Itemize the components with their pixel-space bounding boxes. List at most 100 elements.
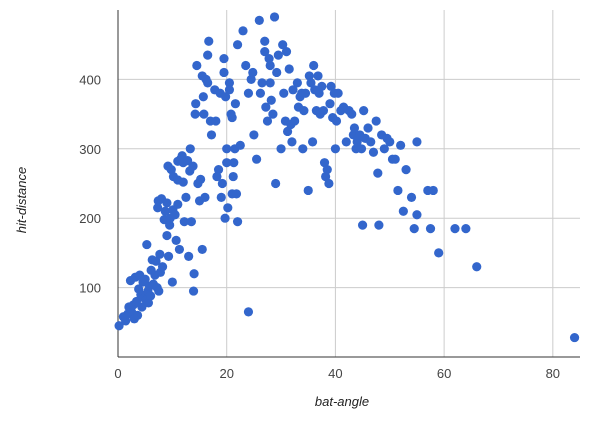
data-point	[264, 53, 274, 64]
data-point	[396, 140, 406, 150]
data-point	[184, 251, 194, 261]
data-point	[472, 262, 482, 272]
data-point	[325, 99, 335, 109]
y-axis-title: hit-distance	[14, 167, 29, 233]
data-point	[276, 144, 286, 154]
data-point	[213, 165, 224, 175]
data-point	[379, 144, 389, 154]
data-point	[121, 316, 131, 326]
data-point	[216, 192, 226, 202]
data-point	[279, 88, 289, 98]
data-point	[262, 116, 273, 126]
data-point	[266, 95, 276, 105]
data-point-layer	[114, 12, 580, 343]
data-point	[140, 274, 150, 284]
data-point	[223, 203, 233, 213]
data-point	[434, 248, 444, 258]
data-point	[198, 92, 208, 102]
x-axis-title: bat-angle	[315, 394, 369, 409]
data-point	[278, 40, 288, 50]
data-point	[153, 203, 163, 213]
data-point	[461, 224, 471, 234]
data-point	[268, 109, 278, 119]
y-tick-label: 100	[79, 281, 101, 296]
data-point	[299, 106, 309, 116]
data-point	[406, 192, 417, 202]
data-point	[450, 224, 460, 234]
data-point	[326, 81, 336, 91]
data-point	[359, 106, 369, 116]
data-point	[307, 137, 318, 147]
data-point	[228, 171, 238, 182]
data-point	[428, 185, 438, 196]
data-point	[298, 144, 308, 154]
data-point	[261, 102, 271, 112]
data-point	[132, 310, 143, 320]
data-point	[190, 109, 200, 119]
data-point	[341, 137, 351, 147]
data-point	[232, 40, 243, 50]
data-point	[221, 92, 231, 102]
data-point	[254, 15, 264, 26]
data-point	[309, 60, 319, 71]
data-point	[163, 251, 174, 261]
data-point	[160, 206, 170, 216]
data-point	[390, 154, 400, 164]
data-point	[248, 67, 258, 78]
data-point	[292, 78, 302, 88]
data-point	[229, 158, 239, 168]
data-point	[227, 112, 237, 123]
data-point	[246, 74, 256, 84]
data-point	[231, 189, 242, 199]
data-point	[287, 137, 297, 147]
data-point	[357, 220, 368, 230]
data-point	[188, 161, 198, 171]
data-point	[260, 36, 270, 46]
data-point	[412, 210, 422, 220]
data-point	[398, 206, 408, 216]
data-point	[290, 116, 300, 126]
data-point	[409, 224, 419, 234]
data-point	[333, 88, 343, 98]
data-point	[151, 256, 161, 266]
data-point	[569, 332, 580, 343]
y-tick-label: 400	[79, 72, 101, 87]
data-point	[303, 185, 313, 196]
data-point	[281, 47, 292, 57]
data-point	[154, 286, 164, 296]
data-point	[265, 60, 275, 71]
data-point	[142, 239, 152, 250]
data-point	[260, 47, 270, 57]
data-point	[179, 217, 189, 227]
data-point	[204, 36, 214, 46]
data-point	[271, 178, 281, 189]
data-point	[356, 144, 367, 154]
data-point	[300, 88, 311, 98]
data-point	[304, 71, 314, 81]
data-point	[401, 165, 411, 175]
data-point	[252, 154, 262, 164]
data-point	[317, 81, 327, 91]
data-point	[232, 217, 243, 227]
data-point	[322, 165, 332, 175]
data-point	[273, 50, 283, 60]
data-point	[206, 130, 217, 140]
data-point	[219, 53, 229, 64]
data-point	[155, 249, 165, 259]
data-point	[220, 213, 230, 223]
data-point	[366, 137, 376, 147]
tick-label-layer: 0 20 40 60 80 100 200 300 400	[79, 72, 560, 381]
data-point	[211, 116, 221, 126]
data-point	[222, 144, 232, 154]
data-point	[241, 60, 251, 71]
data-point	[349, 123, 360, 133]
data-point	[173, 199, 183, 209]
data-point	[203, 78, 213, 88]
data-point	[257, 78, 267, 88]
data-point	[165, 220, 175, 230]
axis-layer	[117, 10, 580, 358]
data-point	[255, 88, 266, 98]
x-tick-label: 0	[114, 366, 121, 381]
data-point	[219, 67, 229, 78]
